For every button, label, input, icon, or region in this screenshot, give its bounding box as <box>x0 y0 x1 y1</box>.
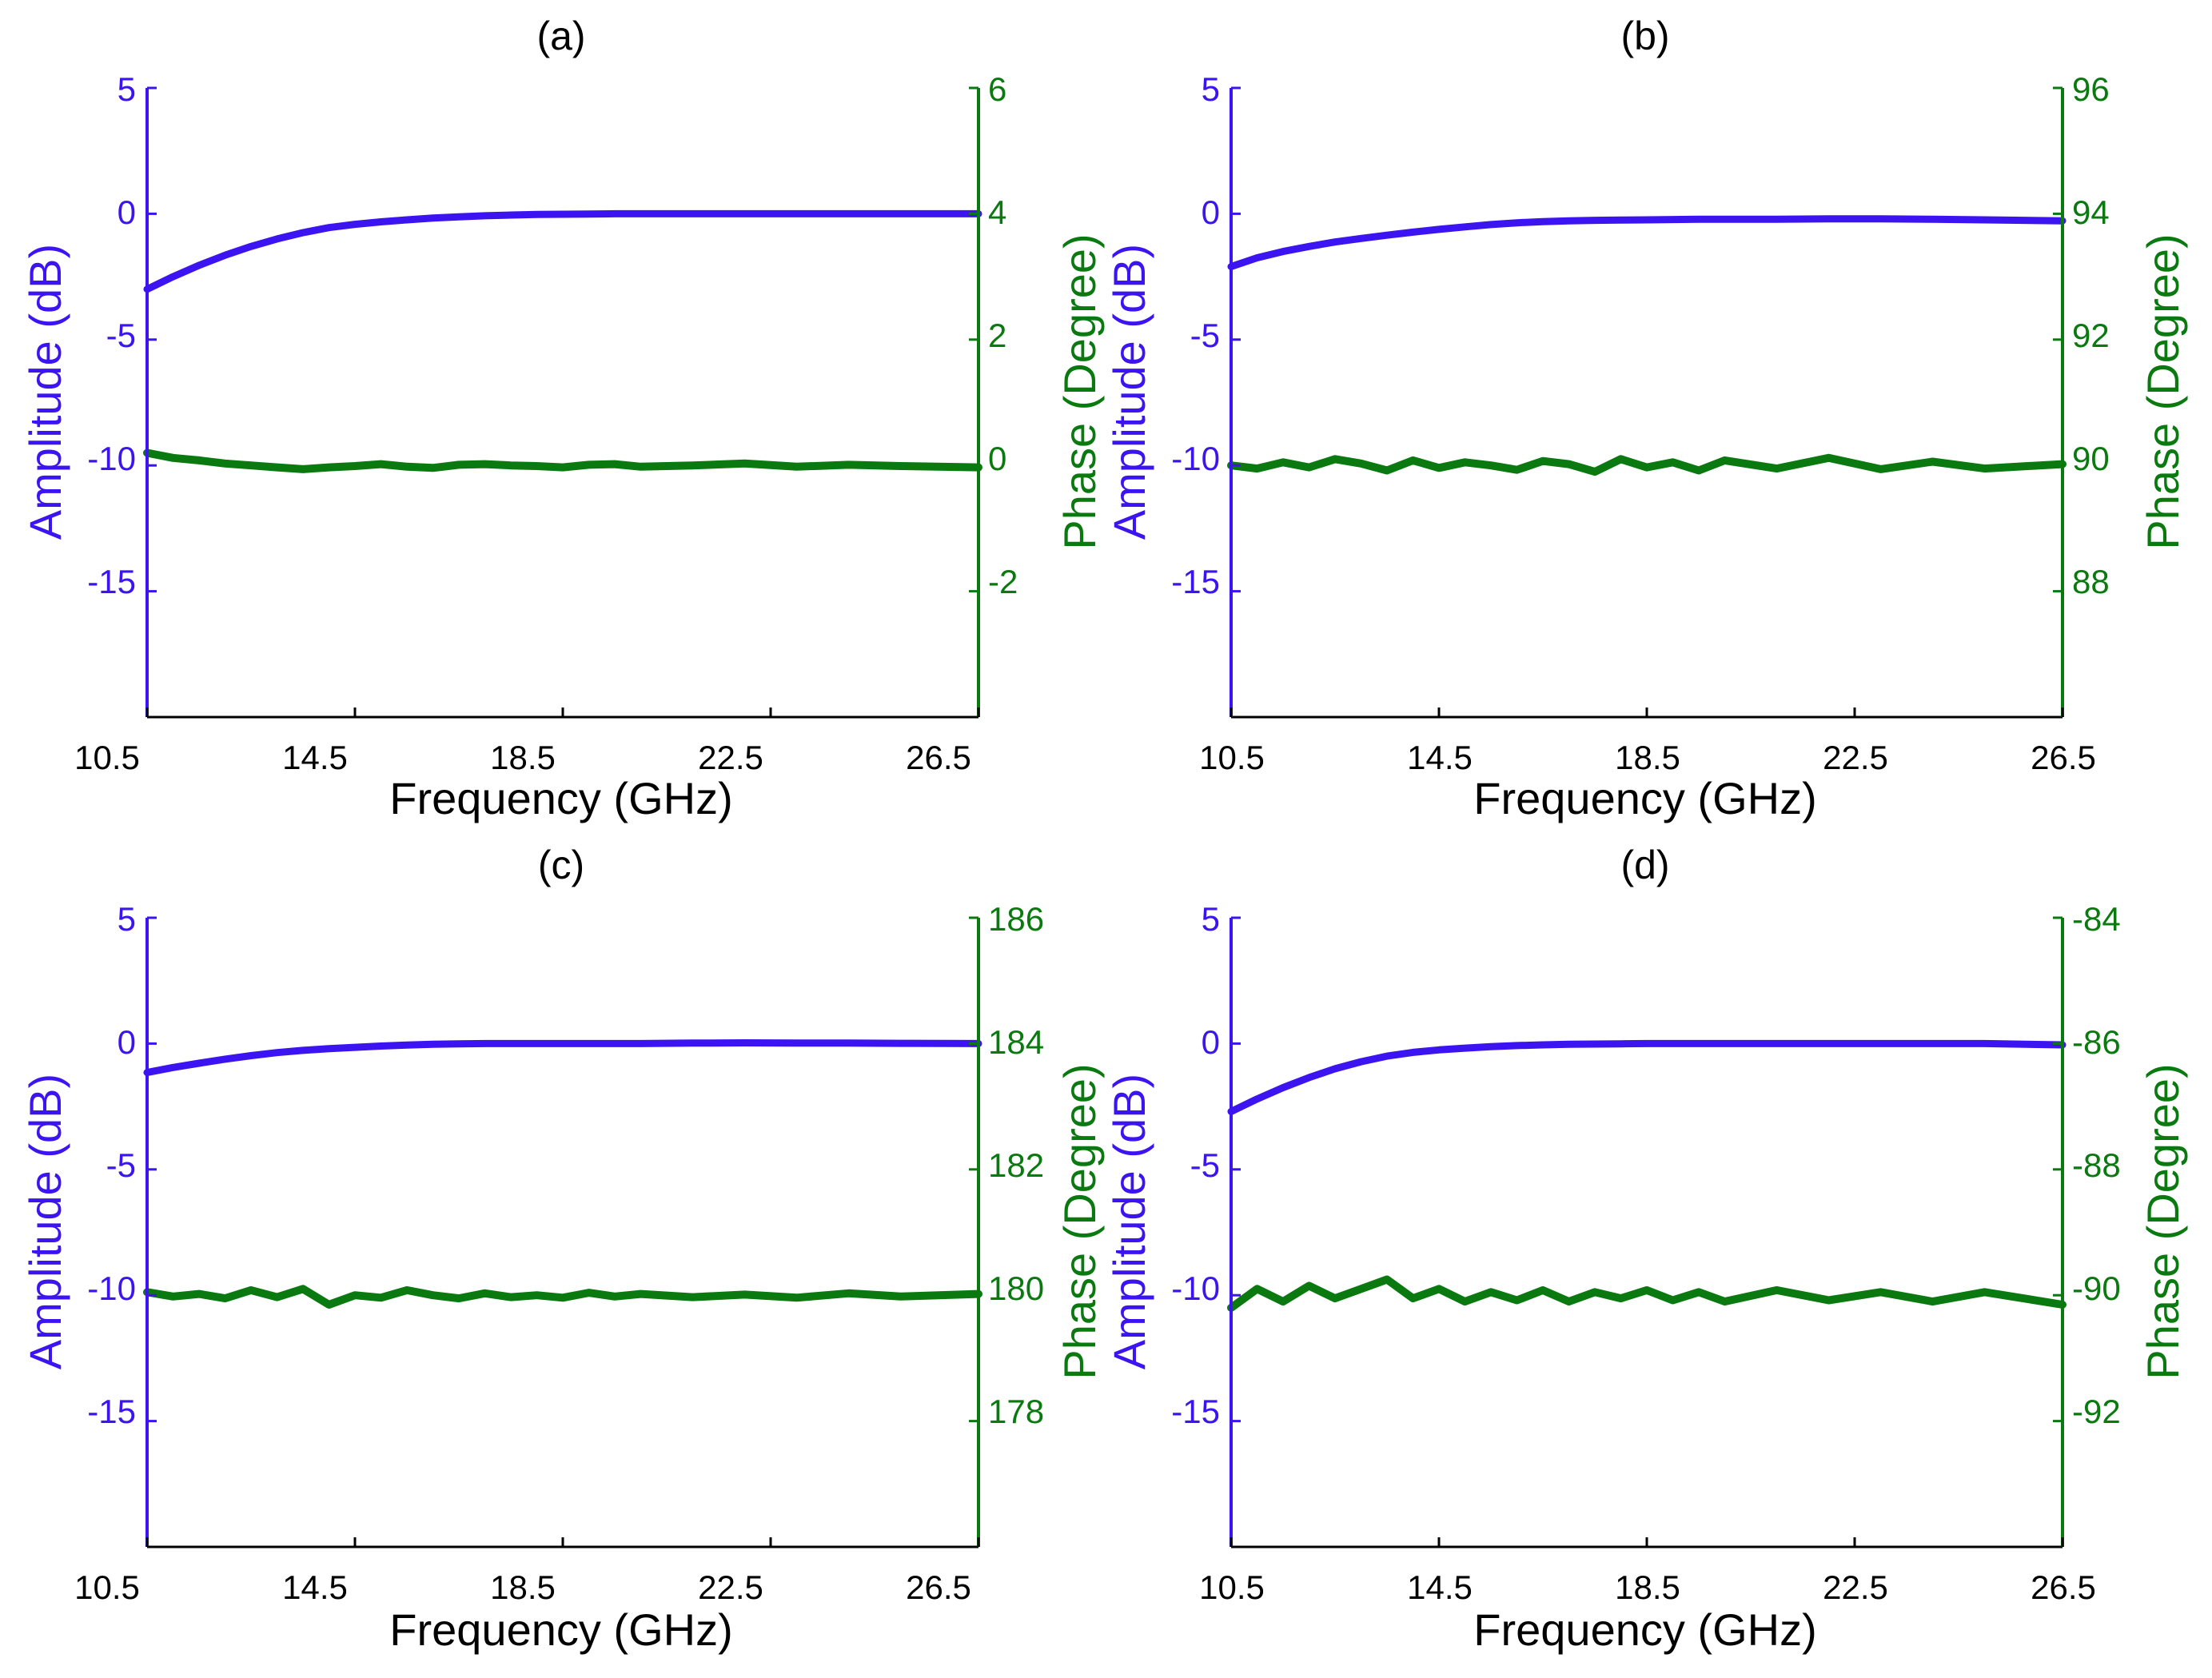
panel-c-ytick: -5 <box>106 1146 136 1184</box>
panel-a-xlabel: Frequency (GHz) <box>389 773 732 823</box>
panel-d-y2tick: -88 <box>2072 1146 2121 1184</box>
panel-b-axes <box>1230 86 2064 719</box>
panel-d-title: (d) <box>1620 843 1669 887</box>
panel-a-xtick: 10.5 <box>74 739 140 776</box>
panel-a-y2tick: 0 <box>988 440 1006 477</box>
panel-c-marks <box>143 1039 982 1309</box>
panel-a: (a) 10.5 14.5 18.5 22.5 26.5 Frequency (… <box>20 14 1105 823</box>
panel-b-xlabel: Frequency (GHz) <box>1473 773 1816 823</box>
panel-d-y2tick: -84 <box>2072 900 2121 938</box>
panel-d-xtick: 18.5 <box>1615 1568 1680 1606</box>
panel-d-xlabel: Frequency (GHz) <box>1473 1604 1816 1655</box>
panel-c-xtick: 10.5 <box>74 1568 140 1606</box>
panel-b-ytick: -10 <box>1171 440 1220 477</box>
panel-d-ylabel: Amplitude (dB) <box>1104 1074 1154 1369</box>
panel-d-xtick: 14.5 <box>1407 1568 1473 1606</box>
panel-a-y2tick: -2 <box>988 563 1018 600</box>
panel-b-xtick: 18.5 <box>1615 739 1680 776</box>
panel-a-ytick: -5 <box>106 317 136 354</box>
panel-a-xtick: 18.5 <box>490 739 556 776</box>
panel-a-ytick: 5 <box>118 70 136 108</box>
panel-c-xtick: 14.5 <box>282 1568 348 1606</box>
panel-b-marks <box>1227 215 2067 476</box>
panel-c-xtick: 26.5 <box>906 1568 971 1606</box>
panel-b-ytick: -5 <box>1190 317 1220 354</box>
panel-d-ytick: -10 <box>1171 1269 1220 1307</box>
panel-a-y2tick: 2 <box>988 317 1006 354</box>
panel-d-xtick: 10.5 <box>1199 1568 1265 1606</box>
panel-d-y2label: Phase (Degree) <box>2138 1063 2188 1379</box>
panel-d-marks <box>1227 1039 2067 1312</box>
panel-a-ytick: 0 <box>118 193 136 231</box>
panel-a-phase-line <box>143 448 982 473</box>
panel-c-y2tick: 186 <box>988 900 1044 938</box>
panel-b-y2tick: 88 <box>2072 563 2110 600</box>
panel-c-ytick: -15 <box>87 1393 136 1430</box>
panel-b-phase-line <box>1227 453 2067 476</box>
panel-b-y2tick: 92 <box>2072 317 2110 354</box>
panel-c-y2tick: 182 <box>988 1146 1044 1184</box>
panel-d-ytick: 5 <box>1202 900 1220 938</box>
panel-b-y2tick: 96 <box>2072 70 2110 108</box>
panel-a-title: (a) <box>536 14 585 58</box>
panel-b: (b) 10.5 14.5 18.5 22.5 26.5 Frequency (… <box>1104 14 2188 823</box>
panel-a-xtick: 14.5 <box>282 739 348 776</box>
panel-a-xtick: 26.5 <box>906 739 971 776</box>
panel-d-y2tick: -86 <box>2072 1023 2121 1061</box>
panel-c-ylabel: Amplitude (dB) <box>20 1074 70 1369</box>
panel-b-y2tick: 94 <box>2072 193 2110 231</box>
panel-c-y2label: Phase (Degree) <box>1054 1063 1105 1379</box>
panel-b-amplitude-line <box>1227 215 2067 270</box>
panel-a-marks <box>143 209 982 473</box>
panel-c-xlabel: Frequency (GHz) <box>389 1604 732 1655</box>
panel-a-ylabel: Amplitude (dB) <box>20 244 70 540</box>
panel-b-title: (b) <box>1620 14 1669 58</box>
panel-d-ytick: -15 <box>1171 1393 1220 1430</box>
panel-d-y2tick: -92 <box>2072 1393 2121 1430</box>
panel-a-axes <box>145 86 980 719</box>
panel-d-y2tick: -90 <box>2072 1269 2121 1307</box>
panel-b-xtick: 14.5 <box>1407 739 1473 776</box>
panel-a-y2tick: 6 <box>988 70 1006 108</box>
panel-c-ytick: 5 <box>118 900 136 938</box>
panel-b-y2label: Phase (Degree) <box>2138 233 2188 549</box>
panel-c: (c) 10.5 14.5 18.5 22.5 26.5 Frequency (… <box>20 843 1105 1655</box>
panel-b-ytick: 0 <box>1202 193 1220 231</box>
panel-d: (d) 10.5 14.5 18.5 22.5 26.5 Frequency (… <box>1104 843 2188 1655</box>
panel-c-xtick: 22.5 <box>698 1568 763 1606</box>
panel-b-ytick: -15 <box>1171 563 1220 600</box>
panel-a-amplitude-line <box>143 209 982 293</box>
panel-c-amplitude-line <box>143 1039 982 1077</box>
panel-b-xtick: 22.5 <box>1823 739 1888 776</box>
panel-c-phase-line <box>143 1285 982 1309</box>
panel-d-phase-line <box>1227 1275 2067 1312</box>
panel-c-ytick: -10 <box>87 1269 136 1307</box>
panel-b-y2tick: 90 <box>2072 440 2110 477</box>
panel-a-ytick: -15 <box>87 563 136 600</box>
panel-c-ytick: 0 <box>118 1023 136 1061</box>
panel-c-y2tick: 184 <box>988 1023 1044 1061</box>
panel-d-ytick: -5 <box>1190 1146 1220 1184</box>
panel-a-ytick: -10 <box>87 440 136 477</box>
panel-c-title: (c) <box>538 843 584 887</box>
panel-d-xtick: 26.5 <box>2031 1568 2096 1606</box>
panel-c-axes <box>145 916 980 1548</box>
panel-c-xtick: 18.5 <box>490 1568 556 1606</box>
panel-b-ytick: 5 <box>1202 70 1220 108</box>
panel-d-xtick: 22.5 <box>1823 1568 1888 1606</box>
panel-a-y2tick: 4 <box>988 193 1006 231</box>
panel-d-amplitude-line <box>1227 1039 2067 1115</box>
panel-b-xtick: 26.5 <box>2031 739 2096 776</box>
panel-b-xtick: 10.5 <box>1199 739 1265 776</box>
panel-c-y2tick: 180 <box>988 1269 1044 1307</box>
panel-b-ylabel: Amplitude (dB) <box>1104 244 1154 540</box>
panel-a-y2label: Phase (Degree) <box>1054 233 1105 549</box>
panel-a-xtick: 22.5 <box>698 739 763 776</box>
panel-d-axes <box>1230 916 2064 1548</box>
panel-d-ytick: 0 <box>1202 1023 1220 1061</box>
panel-c-y2tick: 178 <box>988 1393 1044 1430</box>
